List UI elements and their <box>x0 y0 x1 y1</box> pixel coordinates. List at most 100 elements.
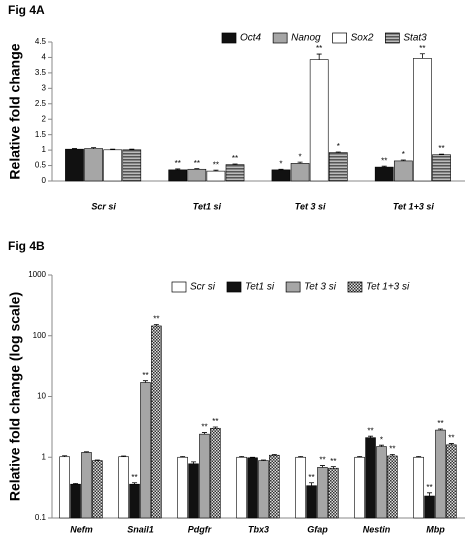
bar <box>206 170 226 182</box>
bar <box>413 58 432 182</box>
legend-swatch <box>226 281 242 293</box>
significance-label: ** <box>175 159 181 168</box>
error-bar <box>448 443 454 445</box>
error-bar <box>357 456 363 458</box>
bar <box>258 460 269 519</box>
x-tick-label: Pdgfr <box>188 524 212 534</box>
error-bar <box>121 455 127 457</box>
error-bar <box>335 151 341 153</box>
bar <box>376 446 387 519</box>
bar <box>199 433 210 519</box>
x-tick-label: Nefm <box>70 524 93 534</box>
significance-label: * <box>380 435 383 444</box>
significance-label: ** <box>330 457 336 466</box>
bar <box>187 168 207 182</box>
bar <box>122 149 142 182</box>
bar <box>236 456 247 519</box>
bar <box>118 456 129 519</box>
error-bar <box>309 482 315 486</box>
y-tick-label: 3.5 <box>35 68 47 77</box>
x-tick-label: Gfap <box>307 524 328 534</box>
error-bar <box>83 451 89 453</box>
significance-label: ** <box>232 154 238 163</box>
error-bar <box>319 465 325 468</box>
significance-label: ** <box>201 423 207 432</box>
significance-label: * <box>337 142 340 151</box>
error-bar <box>271 454 277 456</box>
bar <box>317 467 328 519</box>
bar <box>387 455 398 519</box>
bar <box>188 463 199 519</box>
significance-label: ** <box>389 445 395 454</box>
bar <box>271 169 291 182</box>
bar <box>446 444 457 519</box>
y-tick-label: 1.5 <box>35 130 47 139</box>
legend-label: Oct4 <box>240 33 262 44</box>
bar <box>129 483 140 519</box>
y-tick-label: 1000 <box>28 270 46 279</box>
legend-swatch <box>171 281 187 293</box>
error-bar <box>416 456 422 458</box>
bar <box>210 427 221 519</box>
error-bar <box>94 459 100 461</box>
legend-swatch <box>347 281 363 293</box>
error-bar <box>298 456 304 458</box>
significance-label: ** <box>381 156 387 165</box>
bar <box>168 169 188 182</box>
bar <box>269 454 280 519</box>
error-bar <box>378 444 384 447</box>
error-bar <box>110 148 116 150</box>
error-bar <box>191 461 197 464</box>
y-tick-label: 1 <box>42 145 47 154</box>
bar <box>413 456 424 519</box>
error-bar <box>180 456 186 458</box>
significance-label: ** <box>131 473 137 482</box>
bar <box>295 456 306 519</box>
bar <box>328 467 339 519</box>
y-tick-label: 3 <box>42 83 47 92</box>
y-tick-label: 4 <box>42 53 47 62</box>
legend-swatch <box>385 32 400 44</box>
error-bar <box>212 426 218 429</box>
error-bar <box>427 492 433 497</box>
bar <box>81 452 92 519</box>
legend-swatch <box>221 32 237 44</box>
error-bar <box>419 53 425 59</box>
significance-label: ** <box>316 44 322 53</box>
significance-label: ** <box>142 371 148 380</box>
y-tick-label: 1 <box>42 452 47 461</box>
significance-label: * <box>299 152 302 161</box>
significance-label: * <box>279 159 282 168</box>
bar <box>435 429 446 519</box>
significance-label: ** <box>213 160 219 169</box>
error-bar <box>175 168 181 170</box>
error-bar <box>278 168 284 170</box>
error-bar <box>91 147 97 149</box>
x-tick-label: Tbx3 <box>248 524 269 534</box>
significance-label: ** <box>194 159 200 168</box>
bar <box>225 164 245 182</box>
error-bar <box>142 380 148 383</box>
y-tick-label: 2 <box>42 114 47 123</box>
bar <box>92 460 103 519</box>
bar <box>306 485 317 519</box>
bar <box>432 154 451 182</box>
panel-title: Fig 4B <box>8 239 45 253</box>
bar <box>70 483 81 519</box>
significance-label: * <box>402 150 405 159</box>
significance-label: ** <box>438 144 444 153</box>
error-bar <box>297 161 303 164</box>
error-bar <box>201 432 207 435</box>
bar <box>290 163 310 182</box>
bar <box>393 160 413 182</box>
legend-swatch <box>285 281 301 293</box>
bar <box>328 152 348 182</box>
significance-label: ** <box>153 315 159 324</box>
y-tick-label: 0.5 <box>35 161 47 170</box>
significance-label: ** <box>308 473 314 482</box>
bar <box>424 495 435 519</box>
bar <box>365 437 376 519</box>
legend-label: Stat3 <box>403 33 427 44</box>
error-bar <box>71 148 77 150</box>
legend-label: Sox2 <box>351 33 374 44</box>
